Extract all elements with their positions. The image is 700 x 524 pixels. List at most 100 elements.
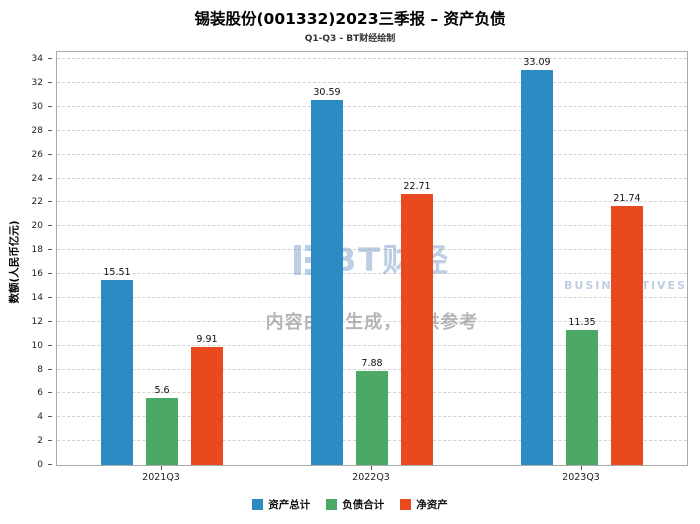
bar-group-2021Q3: 15.51 5.6 9.91 <box>101 267 223 465</box>
bar-净资产-2023Q3 <box>611 205 643 465</box>
y-tick-label: 8 <box>37 364 43 375</box>
bar-column: 30.59 <box>311 87 343 465</box>
bar-资产总计-2023Q3 <box>521 70 553 465</box>
gridline <box>57 368 687 370</box>
legend-item-净资产: 净资产 <box>400 497 448 512</box>
gridline <box>57 201 687 203</box>
y-tick-mark <box>48 249 52 251</box>
y-tick-mark <box>48 177 52 179</box>
y-tick-label: 18 <box>31 245 43 256</box>
x-tick-mark <box>160 466 162 470</box>
legend-item-负债合计: 负债合计 <box>326 497 384 512</box>
bar-value-label: 21.74 <box>613 192 641 204</box>
y-tick-label: 34 <box>31 54 43 65</box>
legend-swatch <box>400 499 412 510</box>
gridline <box>57 82 687 84</box>
gridline <box>57 177 687 179</box>
bar-column: 7.88 <box>356 358 388 465</box>
x-tick-label: 2021Q3 <box>142 472 180 483</box>
x-axis: 2021Q3 2022Q3 2023Q3 <box>56 466 686 492</box>
chart-title: 锡装股份(001332)2023三季报 – 资产负债 <box>194 10 506 28</box>
legend-item-资产总计: 资产总计 <box>252 497 310 512</box>
gridline <box>57 225 687 227</box>
y-tick-label: 24 <box>31 173 43 184</box>
bar-value-label: 30.59 <box>313 86 341 98</box>
bar-value-label: 22.71 <box>403 180 431 192</box>
y-tick-mark <box>48 320 52 322</box>
legend-swatch <box>326 499 338 510</box>
y-tick-mark <box>48 225 52 227</box>
y-tick-mark <box>48 440 52 442</box>
bar-value-label: 15.51 <box>103 266 131 278</box>
y-tick-mark <box>48 368 52 370</box>
y-tick-mark <box>48 392 52 394</box>
plot-area: BT财经 BUSINESSTIVES 内容由AI生成，仅供参考 15.515.6… <box>56 51 688 466</box>
bar-column: 21.74 <box>611 193 643 465</box>
y-tick-label: 4 <box>37 412 43 423</box>
bar-value-label: 11.35 <box>568 316 596 328</box>
bar-负债合计-2022Q3 <box>356 370 388 465</box>
bar-column: 33.09 <box>521 57 553 465</box>
gridline <box>57 296 687 298</box>
gridline <box>57 105 687 107</box>
gridline <box>57 344 687 346</box>
y-tick-mark <box>48 105 52 107</box>
y-tick-mark <box>48 464 52 465</box>
y-tick-mark <box>48 344 52 346</box>
y-tick-label: 12 <box>31 316 43 327</box>
y-tick-mark <box>48 416 52 418</box>
bar-净资产-2022Q3 <box>401 193 433 465</box>
bar-资产总计-2022Q3 <box>311 99 343 465</box>
y-tick-mark <box>48 296 52 298</box>
bar-负债合计-2021Q3 <box>146 398 178 465</box>
legend-label: 净资产 <box>416 499 448 511</box>
bar-column: 15.51 <box>101 267 133 465</box>
legend-label: 负债合计 <box>342 499 385 511</box>
y-tick-label: 10 <box>31 340 43 351</box>
chart-subtitle: Q1-Q3 - BT财经绘制 <box>304 34 396 44</box>
y-tick-label: 20 <box>31 221 43 232</box>
legend-swatch <box>252 499 264 510</box>
bar-净资产-2021Q3 <box>191 346 223 465</box>
y-tick-label: 32 <box>31 78 43 89</box>
y-tick-label: 0 <box>37 460 43 470</box>
x-tick-label: 2022Q3 <box>352 472 390 483</box>
bar-value-label: 7.88 <box>361 357 383 369</box>
gridline <box>57 129 687 131</box>
y-tick-mark <box>48 129 52 131</box>
y-tick-mark <box>48 153 52 155</box>
y-tick-label: 30 <box>31 101 43 112</box>
y-tick-label: 26 <box>31 149 43 160</box>
y-tick-label: 16 <box>31 269 43 280</box>
y-tick-mark <box>48 58 52 60</box>
y-tick-label: 6 <box>37 388 43 399</box>
gridline <box>57 249 687 251</box>
y-tick-mark <box>48 273 52 275</box>
bar-value-label: 33.09 <box>523 57 551 69</box>
y-tick-label: 22 <box>31 197 43 208</box>
gridline <box>57 153 687 155</box>
bar-group-2023Q3: 33.09 11.35 21.74 <box>521 57 643 465</box>
y-tick-label: 14 <box>31 292 43 303</box>
bar-column: 11.35 <box>566 317 598 465</box>
bar-value-label: 5.6 <box>154 385 170 397</box>
y-tick-mark <box>48 82 52 84</box>
bar-column: 9.91 <box>191 334 223 465</box>
bar-group-2022Q3: 30.59 7.88 22.71 <box>311 87 433 465</box>
bar-负债合计-2023Q3 <box>566 329 598 465</box>
bar-column: 5.6 <box>146 385 178 465</box>
gridline <box>57 320 687 322</box>
bar-value-label: 9.91 <box>196 333 218 345</box>
gridline <box>57 273 687 275</box>
bar-series: 15.51 5.6 9.91 30.59 7.88 22.71 33.09 11.35 21.7… <box>57 52 687 465</box>
x-tick-label: 2023Q3 <box>562 472 600 483</box>
x-tick-mark <box>370 466 372 470</box>
y-tick-label: 2 <box>37 436 43 447</box>
y-tick-mark <box>48 201 52 203</box>
x-tick-mark <box>580 466 582 470</box>
legend: 资产总计 负债合计 净资产 <box>0 497 700 512</box>
gridline <box>57 58 687 60</box>
bar-资产总计-2021Q3 <box>101 279 133 465</box>
y-tick-label: 28 <box>31 125 43 136</box>
y-axis: 0 2 4 6 8 10 12 14 16 18 20 22 24 26 28 30 32 34 <box>0 52 52 470</box>
